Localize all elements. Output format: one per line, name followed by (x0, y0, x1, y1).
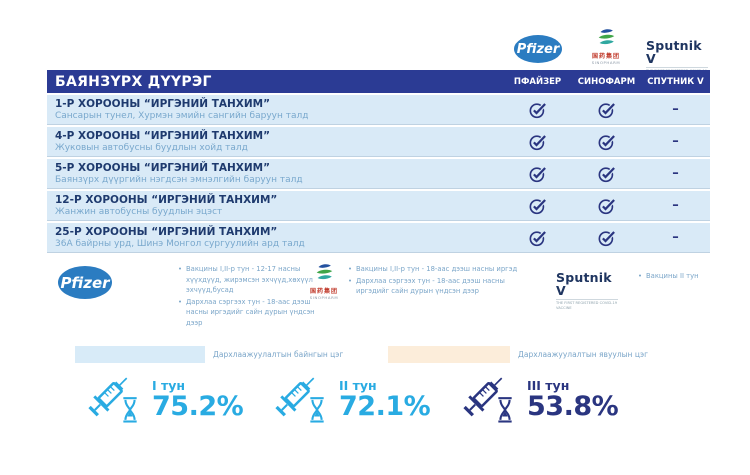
sinopharm-leaf-icon (313, 262, 335, 288)
permanent-point-label: Дархлаажуулалтын байнгын цэг (213, 350, 344, 359)
check-icon (572, 101, 641, 119)
district-title: БАЯНЗҮРХ ДҮҮРЭГ (55, 73, 212, 90)
table-row: 5-Р ХОРООНЫ “ИРГЭНИЙ ТАНХИМ” Баянзүрх дү… (47, 159, 710, 189)
dash-icon: – (672, 230, 679, 245)
location-address: 36А байрны урд, Шинэ Монгол сургуулийн а… (55, 238, 305, 249)
table-row: 12-Р ХОРООНЫ “ИРГЭНИЙ ТАНХИМ” Жанжин авт… (47, 191, 710, 221)
check-icon (503, 165, 572, 183)
dash-icon: – (672, 166, 679, 181)
check-icon (503, 197, 572, 215)
table-header-bar: БАЯНЗҮРХ ДҮҮРЭГ ПФАЙЗЕР СИНОФАРМ СПУТНИК… (47, 70, 710, 93)
pfizer-logo-text: Pfizer (516, 41, 560, 57)
sinopharm-logo: 国药集团 SINOPHARM (302, 262, 346, 300)
check-icon (572, 229, 641, 247)
availability-marks: – (503, 197, 710, 215)
location-address: Жуковын автобусны буудлын хойд талд (55, 142, 248, 153)
location-title: 4-Р ХОРООНЫ “ИРГЭНИЙ ТАНХИМ” (55, 129, 271, 142)
sputnik-logo-text: Sputnik V (556, 270, 612, 298)
mobile-point-swatch (388, 346, 510, 363)
sinopharm-en-text: SINOPHARM (591, 60, 621, 66)
dose-3-stat: III тун 53.8% (460, 372, 619, 426)
syringe-hourglass-icon (85, 372, 145, 426)
availability-marks: – (503, 229, 710, 247)
location-info: 5-Р ХОРООНЫ “ИРГЭНИЙ ТАНХИМ” Баянзүрх дү… (47, 162, 303, 186)
dose-label: I тун (152, 377, 186, 393)
dose-percentage: 75.2% (152, 390, 244, 422)
dose-label: III тун (527, 377, 570, 393)
check-icon (503, 101, 572, 119)
sputnik-tagline: THE FIRST REGISTERED COVID-19 VACCINE (556, 299, 618, 311)
location-address: Сансарын тунел, Хурмэн эмийн сангийн бар… (55, 110, 309, 121)
dose-percentage: 72.1% (339, 390, 431, 422)
mobile-point-label: Дархлаажуулалтын явуулын цэг (518, 350, 649, 359)
dose-label: II тун (339, 377, 377, 393)
syringe-hourglass-icon (272, 372, 332, 426)
location-info: 4-Р ХОРООНЫ “ИРГЭНИЙ ТАНХИМ” Жуковын авт… (47, 130, 270, 154)
sputnik-logo: Sputnik V THE FIRST REGISTERED COVID-19 … (556, 270, 626, 311)
dash-icon: – (672, 102, 679, 117)
dash-icon: – (672, 198, 679, 213)
sinopharm-cn-text: 国药集团 (591, 53, 620, 60)
location-title: 1-Р ХОРООНЫ “ИРГЭНИЙ ТАНХИМ” (55, 97, 271, 110)
dash-icon: – (672, 134, 679, 149)
location-info: 12-Р ХОРООНЫ “ИРГЭНИЙ ТАНХИМ” Жанжин авт… (47, 194, 277, 218)
dose-2-stat: II тун 72.1% (272, 372, 431, 426)
vaccine-column-headers: ПФАЙЗЕР СИНОФАРМ СПУТНИК V (503, 77, 710, 87)
sinopharm-legend-notes: Вакцины I,II-р тун - 18-аас дээш насны и… (348, 264, 530, 298)
dose-1-stat: I тун 75.2% (85, 372, 244, 426)
column-header-sinopharm: СИНОФАРМ (577, 76, 636, 87)
legend-bullet: Вакцины I,II-р тун - 18-аас дээш насны и… (348, 264, 530, 275)
sputnik-legend-notes: Вакцины II тун (638, 271, 738, 283)
check-icon (572, 165, 641, 183)
sinopharm-cn-text: 国药集团 (309, 288, 338, 295)
location-address: Баянзүрх дүүргийн нэгдсэн эмнэлгийн бару… (55, 174, 303, 185)
legend-bullet: Дархлаа сэргээх тун - 18-аас дээш насны … (178, 297, 333, 329)
locations-table: 1-Р ХОРООНЫ “ИРГЭНИЙ ТАНХИМ” Сансарын ту… (47, 95, 710, 255)
table-row: 4-Р ХОРООНЫ “ИРГЭНИЙ ТАНХИМ” Жуковын авт… (47, 127, 710, 157)
availability-marks: – (503, 133, 710, 151)
location-title: 12-Р ХОРООНЫ “ИРГЭНИЙ ТАНХИМ” (55, 193, 278, 206)
check-icon (572, 197, 641, 215)
sputnik-logo-text: Sputnik V (646, 38, 702, 66)
sinopharm-logo: 国药集团 SINOPHARM (584, 27, 628, 65)
legend-bullet: Дархлаа сэргээх тун - 18-аас дээш насны … (348, 276, 530, 297)
sinopharm-en-text: SINOPHARM (309, 295, 339, 301)
column-header-pfizer: ПФАЙЗЕР (513, 76, 562, 87)
location-info: 25-Р ХОРООНЫ “ИРГЭНИЙ ТАНХИМ” 36А байрны… (47, 226, 305, 250)
check-icon (572, 133, 641, 151)
check-icon (503, 229, 572, 247)
syringe-hourglass-icon (460, 372, 520, 426)
pfizer-logo: Pfizer (514, 35, 562, 63)
table-row: 25-Р ХОРООНЫ “ИРГЭНИЙ ТАНХИМ” 36А байрны… (47, 223, 710, 253)
permanent-point-swatch (75, 346, 205, 363)
location-address: Жанжин автобусны буудлын эцэст (55, 206, 223, 217)
location-title: 5-Р ХОРООНЫ “ИРГЭНИЙ ТАНХИМ” (55, 161, 271, 174)
pfizer-logo-text: Pfizer (60, 273, 110, 292)
availability-marks: – (503, 101, 710, 119)
location-title: 25-Р ХОРООНЫ “ИРГЭНИЙ ТАНХИМ” (55, 225, 278, 238)
legend-bullet: Вакцины I,II-р тун - 12-17 насны хүүхдүү… (178, 264, 333, 296)
dose-percentage: 53.8% (527, 390, 619, 422)
pfizer-logo: Pfizer (58, 266, 112, 299)
legend-bullet: Вакцины II тун (638, 271, 738, 282)
table-row: 1-Р ХОРООНЫ “ИРГЭНИЙ ТАНХИМ” Сансарын ту… (47, 95, 710, 125)
availability-marks: – (503, 165, 710, 183)
location-info: 1-Р ХОРООНЫ “ИРГЭНИЙ ТАНХИМ” Сансарын ту… (47, 98, 308, 122)
sinopharm-leaf-icon (595, 27, 617, 53)
column-header-sputnik: СПУТНИК V (647, 76, 704, 87)
pfizer-legend-notes: Вакцины I,II-р тун - 12-17 насны хүүхдүү… (178, 264, 333, 329)
check-icon (503, 133, 572, 151)
